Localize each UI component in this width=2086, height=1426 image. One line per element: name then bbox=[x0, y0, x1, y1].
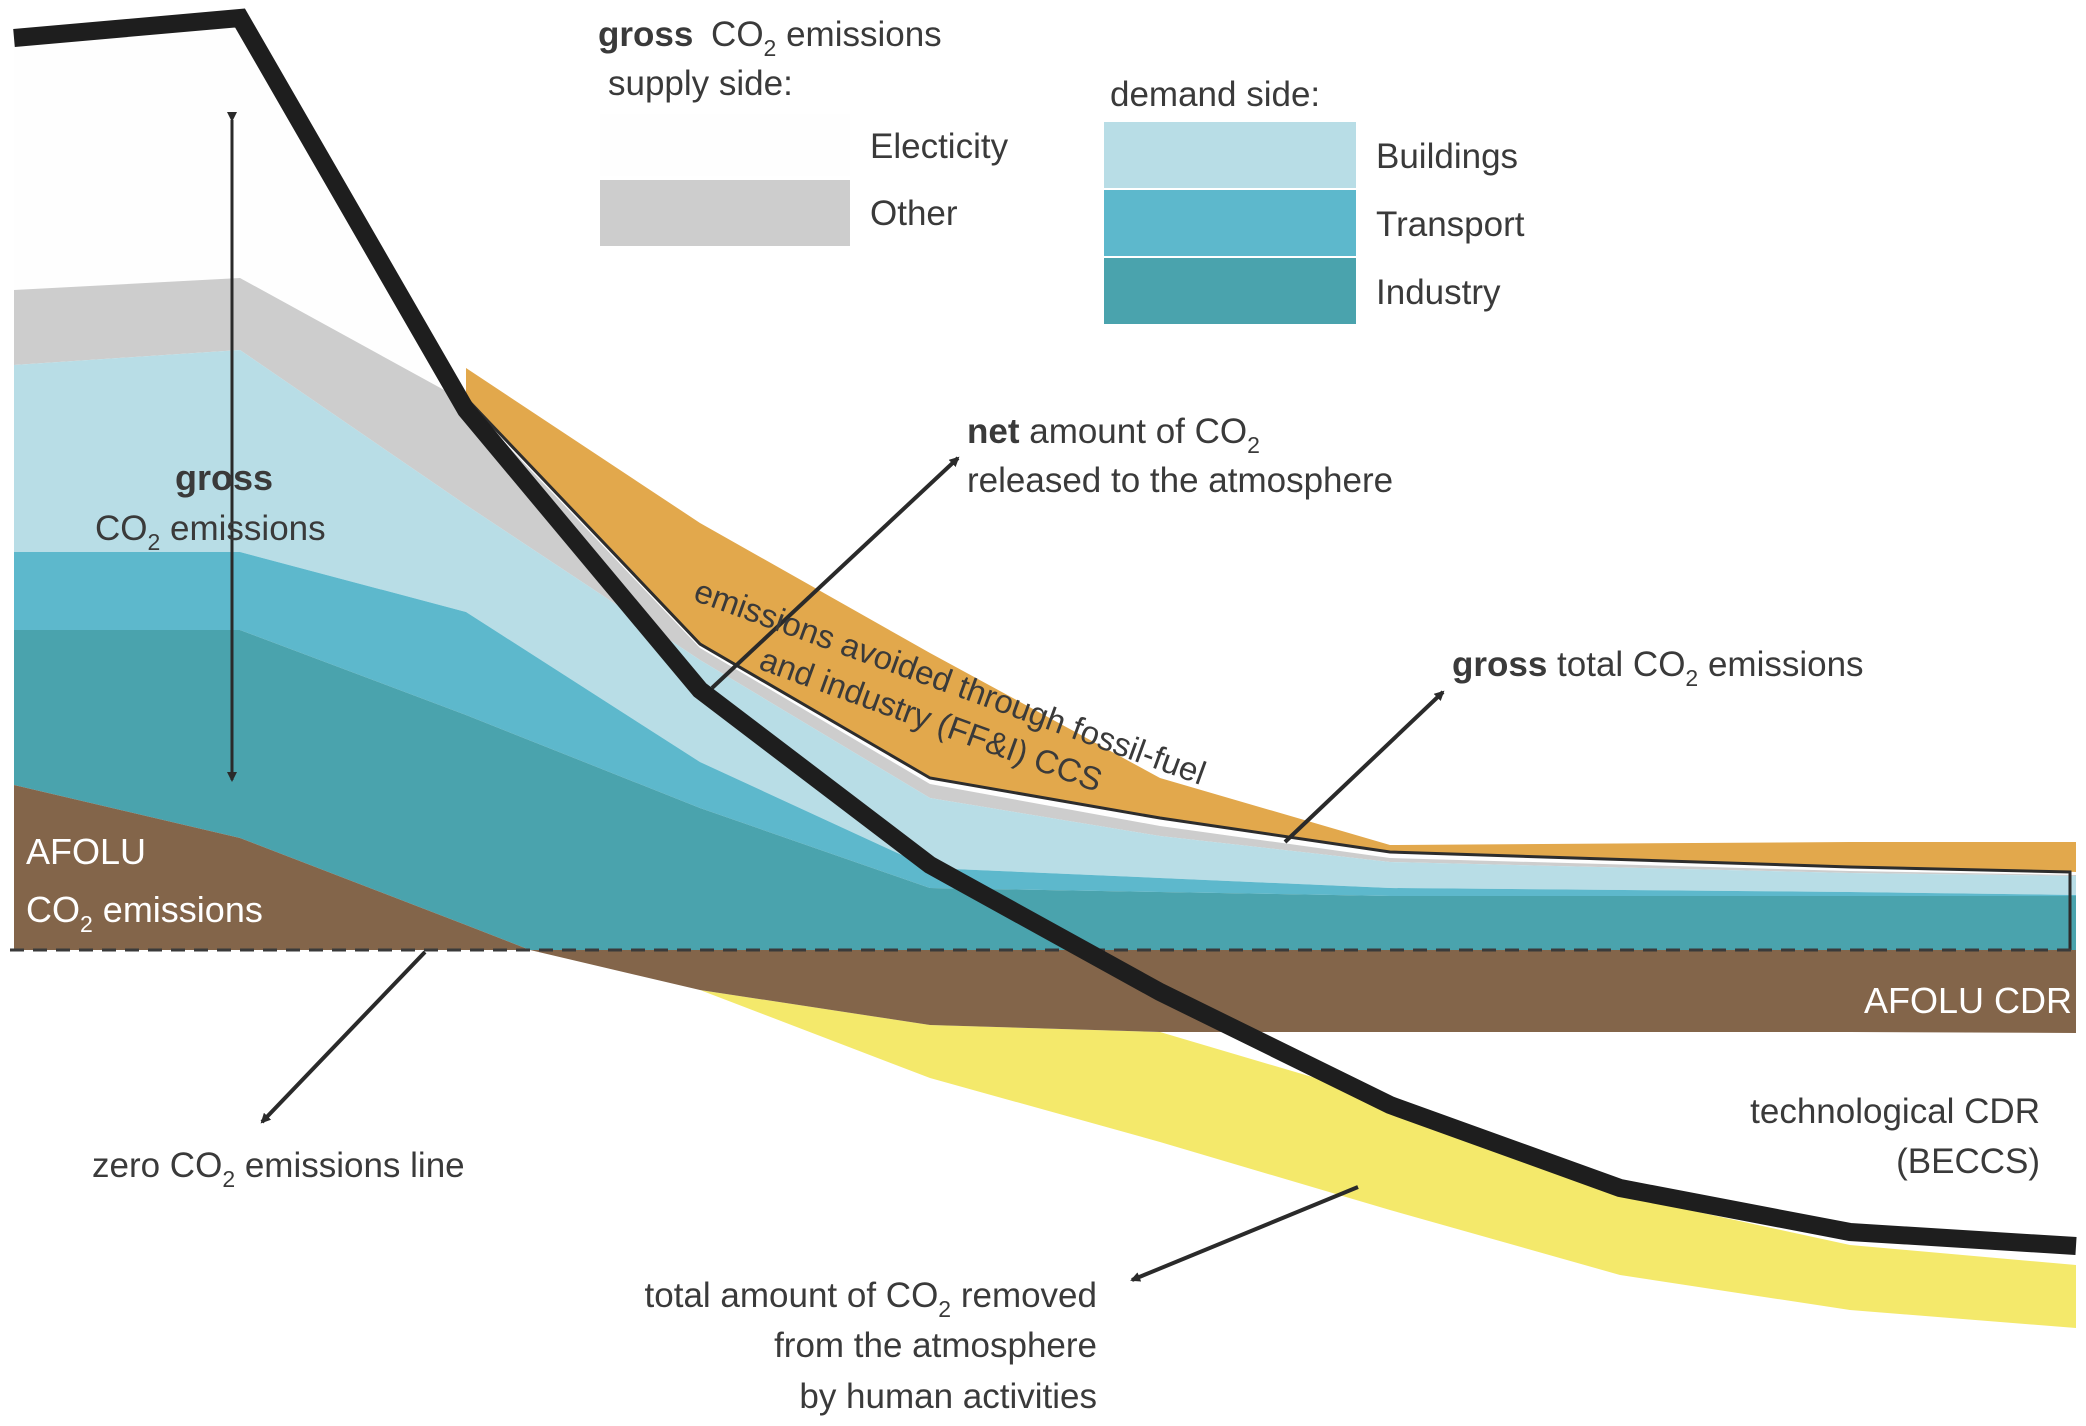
gross-total-outline bbox=[464, 396, 2072, 950]
afolu-cdr-label: AFOLU CDR bbox=[1864, 980, 2072, 1021]
beccs-area bbox=[530, 950, 2076, 1328]
technological-cdr-label-line2: (BECCS) bbox=[1896, 1142, 2040, 1181]
zero-line-label: zero CO2 emissions line bbox=[92, 1146, 465, 1192]
afolu-cdr-area bbox=[530, 950, 2076, 1033]
electricity-swatch bbox=[600, 114, 850, 176]
electricity-area bbox=[14, 18, 2076, 875]
net-arrow bbox=[710, 456, 960, 690]
other-swatch bbox=[600, 180, 850, 246]
buildings-swatch bbox=[1104, 122, 1356, 188]
supply-legend-title-line2: supply side: bbox=[608, 64, 793, 103]
net-emissions-line bbox=[13, 8, 2077, 1255]
removed-label-line1: total amount of CO2 removed bbox=[645, 1276, 1097, 1322]
gross-total-arrow bbox=[1283, 690, 1445, 844]
other-label: Other bbox=[870, 194, 958, 233]
legend: gross CO2 emissions supply side: Electic… bbox=[598, 15, 1525, 324]
gross-co2-label: CO2 emissions bbox=[95, 509, 326, 555]
afolu-emissions-label-line1: AFOLU bbox=[26, 831, 146, 872]
industry-swatch bbox=[1104, 258, 1356, 324]
net-amount-label: net amount of CO2 bbox=[967, 412, 1260, 458]
other-area bbox=[14, 278, 2076, 876]
afolu-emissions-label-line2: CO2 emissions bbox=[26, 889, 263, 937]
gross-total-label: gross total CO2 emissions bbox=[1452, 645, 1864, 691]
industry-area bbox=[14, 630, 2076, 950]
industry-label: Industry bbox=[1376, 273, 1501, 312]
removed-label-line3: by human activities bbox=[799, 1377, 1097, 1416]
transport-label: Transport bbox=[1376, 205, 1525, 244]
buildings-label: Buildings bbox=[1376, 137, 1518, 176]
ccs-avoided-area bbox=[466, 368, 2076, 872]
demand-legend-title: demand side: bbox=[1110, 75, 1320, 114]
afolu-emissions-area bbox=[14, 785, 530, 950]
removed-arrow bbox=[1130, 1185, 1359, 1282]
transport-swatch bbox=[1104, 190, 1356, 256]
gross-label: gross bbox=[175, 457, 273, 498]
removed-label-line2: from the atmosphere bbox=[774, 1326, 1097, 1365]
net-amount-label-line2: released to the atmosphere bbox=[967, 461, 1393, 500]
transport-area bbox=[14, 552, 2076, 896]
buildings-area bbox=[14, 350, 2076, 895]
zero-line-arrow bbox=[260, 950, 427, 1124]
technological-cdr-label: technological CDR bbox=[1750, 1092, 2040, 1131]
electricity-label: Electicity bbox=[870, 127, 1009, 166]
supply-legend-title: gross CO2 emissions bbox=[598, 15, 942, 61]
